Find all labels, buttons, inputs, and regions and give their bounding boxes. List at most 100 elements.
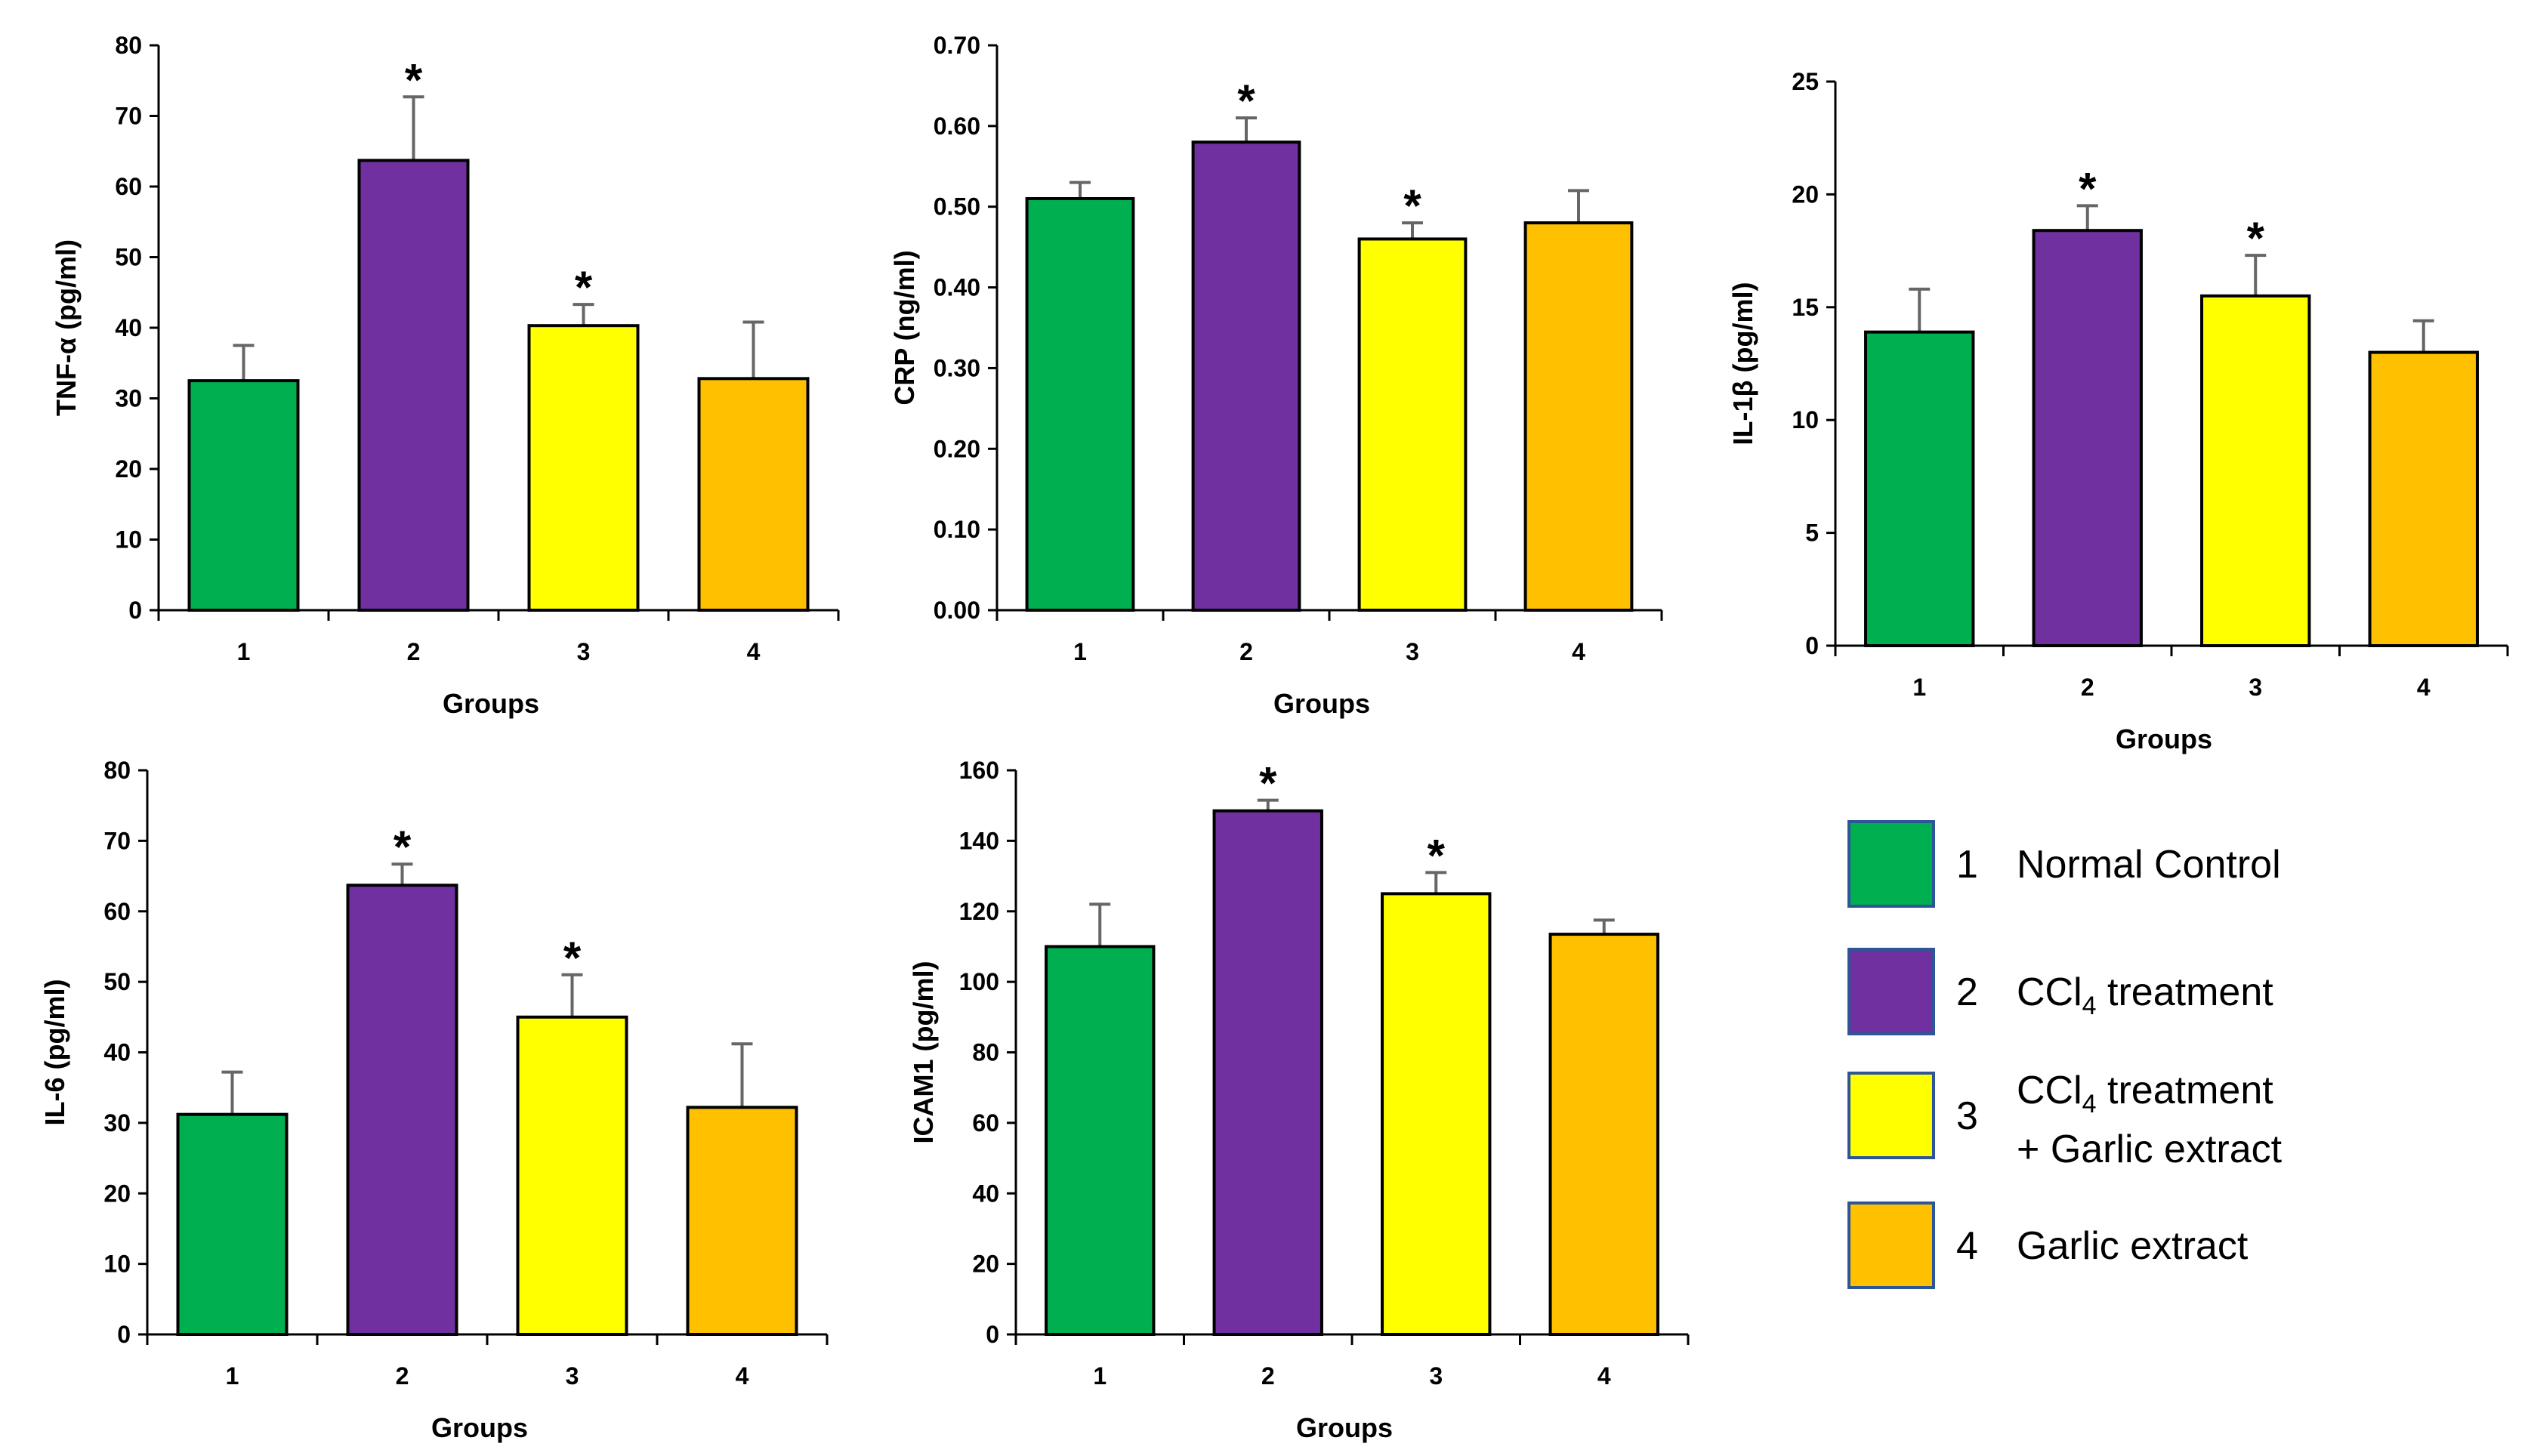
legend-number: 2 [1956,970,1978,1014]
legend-number: 3 [1956,1094,1978,1138]
legend-item-3: 3 CCl4 treatment + Garlic extract [1847,1069,2283,1171]
y-tick-label: 160 [959,757,999,784]
y-tick-label: 20 [103,1180,131,1207]
significance-star: * [1237,76,1255,126]
y-tick-label: 60 [103,898,131,925]
y-axis-title: IL-1β (pg/ml) [1727,282,1758,446]
significance-star: * [2079,163,2097,214]
y-axis-title: TNF-α (pg/ml) [51,239,82,416]
bar [1357,237,1468,612]
significance-star: * [1428,830,1446,881]
x-tick-label: 3 [2249,674,2262,701]
y-tick-label: 15 [1792,294,1819,321]
legend-label: CCl4 treatment [2017,1069,2273,1118]
x-tick-label: 2 [2081,674,2094,701]
y-tick-label: 0 [986,1321,999,1348]
y-tick-label: 10 [1792,406,1819,433]
y-tick-label: 20 [972,1251,999,1278]
y-tick-label: 60 [115,173,142,200]
y-tick-label: 80 [972,1039,999,1066]
y-tick-label: 70 [115,103,142,130]
legend-item-1: 1 Normal Control [1847,820,2281,908]
x-axis-title: Groups [1273,688,1370,719]
y-axis-title: IL-6 (pg/ml) [39,979,70,1126]
bar [1045,945,1156,1336]
significance-star: * [394,822,412,872]
x-tick-label: 4 [736,1362,749,1390]
y-tick-label: 10 [103,1251,131,1278]
y-tick-label: 40 [972,1180,999,1207]
legend-label: CCl4 treatment [2017,970,2273,1020]
legend-label-line2: + Garlic extract [2017,1127,2283,1171]
bar [357,159,470,612]
bar [2200,294,2311,647]
y-tick-label: 10 [115,526,142,554]
y-tick-label: 0.50 [934,193,980,221]
y-axis-title: CRP (ng/ml) [889,250,920,405]
y-tick-label: 30 [103,1109,131,1137]
significance-star: * [575,262,593,313]
y-tick-label: 80 [103,757,131,784]
y-tick-label: 0 [1805,632,1819,659]
bar [2368,350,2479,647]
legend-swatch [1847,1202,1935,1289]
x-tick-label: 3 [1406,638,1419,665]
x-axis-title: Groups [443,688,539,719]
y-tick-label: 40 [115,314,142,341]
x-tick-label: 2 [407,638,421,665]
y-tick-label: 50 [115,244,142,271]
x-tick-label: 4 [747,638,761,665]
bar [176,1112,289,1337]
chart-il6: * * 0 10 20 30 40 50 60 70 80 1 2 3 4 Groups IL-6 (pg/ml… [39,757,829,1443]
y-tick-label: 5 [1805,520,1819,547]
y-tick-label: 100 [959,968,999,995]
x-tick-label: 2 [396,1362,409,1390]
bar [346,884,458,1337]
legend-item-2: 2 CCl4 treatment [1847,948,2273,1035]
chart-icam1: * * 0 20 40 60 80 100 120 140 160 1 2 3 4 Groups ICAM1 (… [908,757,1690,1443]
legend-number: 4 [1956,1224,1978,1268]
y-tick-label: 70 [103,827,131,854]
bar [1025,197,1135,612]
legend-number: 1 [1956,843,1978,887]
y-tick-label: 20 [115,455,142,483]
y-tick-label: 40 [103,1039,131,1066]
x-tick-label: 1 [1093,1362,1107,1390]
x-tick-label: 4 [2417,674,2431,701]
bar [527,324,640,612]
x-tick-label: 1 [237,638,251,665]
legend-label: Garlic extract [2017,1224,2249,1268]
y-tick-label: 140 [959,827,999,854]
bar [1523,221,1634,612]
y-tick-label: 30 [115,385,142,412]
legend-label: Normal Control [2017,843,2281,887]
bar [1548,933,1659,1337]
x-tick-label: 1 [1912,674,1926,701]
bar [516,1015,628,1336]
y-tick-label: 25 [1792,68,1819,95]
bar [1381,892,1492,1336]
x-tick-label: 3 [577,638,591,665]
y-tick-label: 0.10 [934,516,980,543]
chart-tnf: * * 0 10 20 30 40 50 60 70 80 1 2 3 4 Groups TNF-α (pg/m… [51,32,840,719]
legend-swatch [1847,948,1935,1035]
chart-crp: * * 0.00 0.10 0.20 0.30 0.40 0.50 0.60 0.70 1 2 3 4 Gr… [889,32,1663,719]
bar [1191,140,1301,612]
significance-star: * [2247,213,2265,264]
significance-star: * [1403,180,1421,231]
significance-star: * [1259,758,1277,809]
legend-swatch [1847,1072,1935,1159]
significance-star: * [405,54,423,105]
y-tick-label: 60 [972,1109,999,1137]
bar [2032,229,2143,647]
y-tick-label: 20 [1792,180,1819,208]
bar [1212,809,1323,1337]
y-tick-label: 0 [117,1321,131,1348]
legend-swatch [1847,820,1935,908]
y-tick-label: 0.00 [934,597,980,624]
y-tick-label: 0.60 [934,113,980,140]
x-tick-label: 1 [1073,638,1087,665]
y-tick-label: 0.40 [934,274,980,301]
